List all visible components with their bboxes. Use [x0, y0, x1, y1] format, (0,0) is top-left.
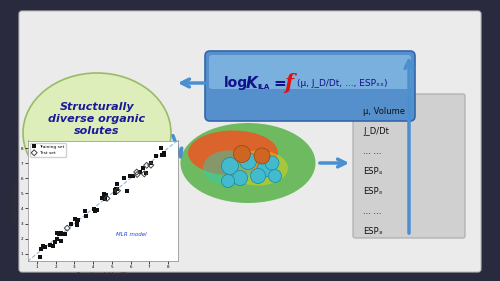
Training set [158, 153, 166, 157]
Training set [54, 237, 62, 241]
Ellipse shape [228, 151, 288, 185]
Training set [101, 197, 109, 201]
Training set [54, 231, 62, 235]
Test set [140, 172, 148, 176]
Text: alkanes, alkenes, alcohols, esters, amines,
benzene derivatives, PAHs, … …: alkanes, alkenes, alcohols, esters, amin… [38, 147, 156, 159]
Training set [112, 187, 120, 191]
Training set [90, 207, 98, 211]
Ellipse shape [180, 123, 316, 203]
Text: J_D/Dt: J_D/Dt [363, 126, 389, 135]
Test set [103, 196, 111, 201]
Circle shape [250, 169, 266, 183]
Text: log: log [224, 76, 248, 90]
Y-axis label: Predicted log KIL: Predicted log KIL [13, 180, 18, 221]
Training set [42, 245, 50, 250]
Test set [133, 172, 141, 177]
Training set [57, 231, 65, 235]
Training set [139, 166, 147, 170]
Training set [142, 171, 150, 176]
Test set [63, 226, 71, 230]
Training set [120, 176, 128, 180]
Training set [59, 232, 67, 236]
Legend: Training set, Test set: Training set, Test set [30, 143, 66, 157]
Test set [142, 163, 150, 167]
Training set [67, 222, 75, 226]
Text: K: K [246, 76, 258, 90]
Training set [82, 214, 90, 218]
Text: Structurally
diverse organic
solutes: Structurally diverse organic solutes [48, 102, 146, 136]
Training set [92, 208, 100, 212]
Text: f: f [284, 73, 293, 93]
Circle shape [240, 153, 256, 169]
X-axis label: Experimental log KIL: Experimental log KIL [77, 272, 128, 277]
Training set [39, 244, 47, 248]
Training set [49, 244, 57, 249]
Training set [71, 217, 79, 221]
Training set [51, 239, 59, 244]
Text: ₀₂: ₀₂ [379, 191, 384, 196]
Circle shape [268, 169, 281, 182]
Ellipse shape [203, 151, 253, 185]
Training set [126, 174, 134, 178]
Training set [73, 223, 81, 227]
Training set [81, 209, 89, 214]
Training set [113, 187, 121, 191]
Training set [40, 245, 48, 249]
Training set [112, 191, 120, 195]
Training set [110, 187, 118, 192]
Training set [36, 254, 44, 259]
Training set [100, 192, 108, 196]
Training set [160, 151, 168, 155]
Training set [98, 196, 106, 201]
Training set [71, 217, 79, 222]
Text: ₃₃: ₃₃ [379, 230, 384, 235]
Training set [112, 182, 120, 186]
Training set [74, 217, 82, 222]
Text: ESP: ESP [363, 187, 378, 196]
Text: ₀₁: ₀₁ [379, 171, 384, 176]
Text: ESP: ESP [363, 226, 378, 235]
Training set [56, 239, 64, 243]
Circle shape [222, 157, 238, 175]
FancyBboxPatch shape [353, 94, 465, 238]
Circle shape [254, 148, 270, 164]
Training set [152, 154, 160, 158]
Training set [90, 209, 98, 214]
Text: μ, Volume: μ, Volume [363, 106, 405, 115]
Circle shape [234, 146, 250, 162]
FancyBboxPatch shape [19, 11, 481, 272]
Training set [160, 153, 168, 157]
Training set [46, 242, 54, 247]
Circle shape [257, 161, 273, 177]
Training set [136, 170, 144, 174]
Ellipse shape [188, 130, 278, 176]
Test set [114, 188, 122, 193]
FancyBboxPatch shape [205, 51, 415, 121]
Circle shape [222, 175, 234, 187]
Text: =: = [273, 76, 286, 90]
Ellipse shape [23, 73, 171, 193]
Training set [122, 189, 130, 194]
Text: MLR model: MLR model [116, 232, 146, 237]
FancyBboxPatch shape [209, 55, 411, 89]
Training set [146, 161, 154, 165]
Training set [158, 146, 166, 150]
Text: ESP: ESP [363, 167, 378, 176]
Training set [56, 232, 64, 237]
Circle shape [232, 171, 248, 185]
Training set [38, 247, 46, 252]
Text: ... ...: ... ... [363, 207, 382, 216]
Training set [102, 192, 110, 197]
Text: (μ, J_D/Dt, ..., ESPₓₓ): (μ, J_D/Dt, ..., ESPₓₓ) [297, 78, 388, 87]
Test set [132, 170, 140, 174]
Training set [129, 174, 137, 178]
Text: ILA: ILA [257, 84, 269, 90]
Text: ... ...: ... ... [363, 146, 382, 155]
Circle shape [265, 156, 279, 170]
Test set [147, 163, 155, 167]
Training set [60, 232, 68, 236]
Training set [73, 221, 81, 225]
